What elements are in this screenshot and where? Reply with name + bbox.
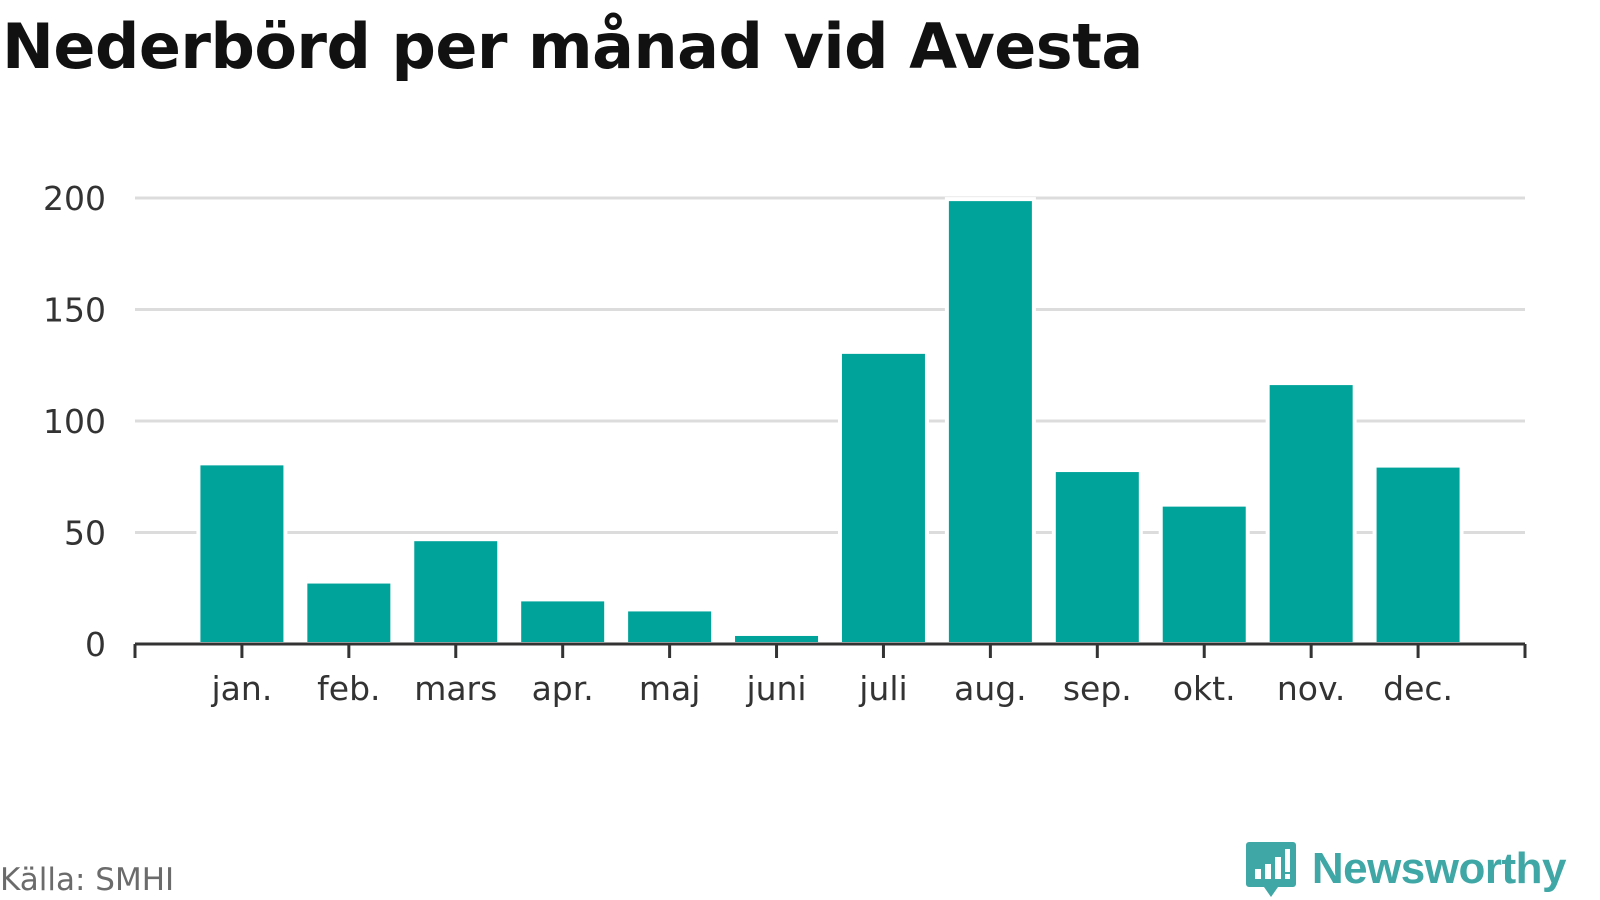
- bar-apr: [517, 597, 609, 647]
- y-tick-label: 50: [64, 514, 106, 553]
- x-tick-label: feb.: [317, 669, 380, 708]
- bar-okt: [1158, 502, 1250, 646]
- bar-aug: [944, 197, 1036, 647]
- bar-chart: 0 50 100 150 200 jan. feb. mars apr. maj juni juli…: [43, 179, 1527, 708]
- y-tick-label: 0: [85, 625, 106, 664]
- bar-sep: [1051, 468, 1143, 646]
- x-tick-label: mars: [414, 669, 497, 708]
- x-tick-label: juni: [745, 669, 806, 708]
- x-tick-label: apr.: [532, 669, 594, 708]
- bar-dec: [1372, 463, 1464, 646]
- bar-feb: [303, 579, 395, 646]
- newsworthy-logo-icon: [1245, 842, 1296, 897]
- x-tick-label: nov.: [1277, 669, 1346, 708]
- bar-jan: [196, 461, 288, 646]
- x-tick-label: dec.: [1383, 669, 1453, 708]
- bar-maj: [624, 607, 716, 646]
- y-tick-label: 100: [43, 402, 106, 441]
- y-tick-labels: 0 50 100 150 200: [43, 179, 106, 664]
- brand-logo: Newsworthy: [1245, 840, 1567, 898]
- x-tick-label: juli: [858, 669, 907, 708]
- axes: [133, 642, 1527, 658]
- bar-juli: [837, 349, 929, 646]
- y-tick-label: 150: [43, 291, 106, 330]
- chart-title: Nederbörd per månad vid Avesta: [2, 10, 1143, 83]
- x-tick-labels: jan. feb. mars apr. maj juni juli aug. sep. okt. n…: [211, 669, 1453, 708]
- bar-nov: [1265, 381, 1357, 646]
- x-tick-label: okt.: [1173, 669, 1236, 708]
- x-tick-label: jan.: [211, 669, 273, 708]
- bar-mars: [410, 537, 502, 646]
- x-tick-label: sep.: [1063, 669, 1132, 708]
- bar-juni: [731, 631, 823, 647]
- brand-name: Newsworthy: [1311, 844, 1567, 893]
- source-note: Källa: SMHI: [0, 862, 175, 898]
- x-tick-label: maj: [639, 669, 701, 708]
- x-tick-label: aug.: [954, 669, 1027, 708]
- y-tick-label: 200: [43, 179, 106, 218]
